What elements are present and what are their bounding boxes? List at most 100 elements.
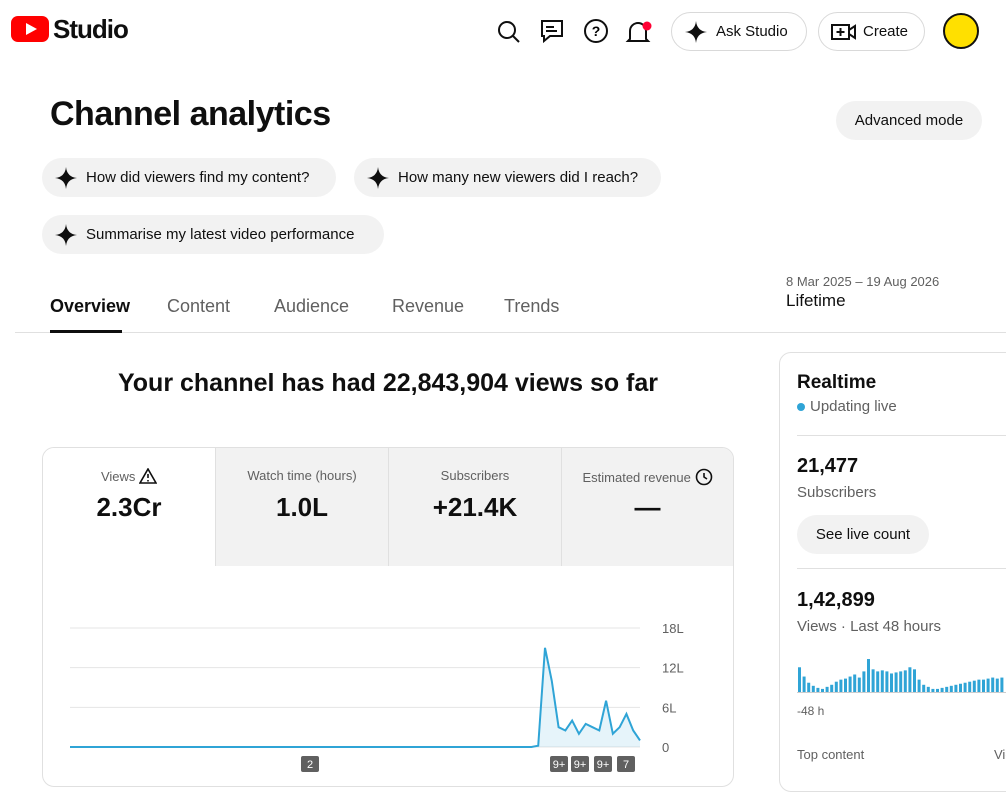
- bar: [968, 681, 972, 692]
- annotation-badge[interactable]: 9+: [571, 756, 589, 772]
- prompt-chip[interactable]: How did viewers find my content?: [42, 158, 336, 197]
- page-title: Channel analytics: [50, 95, 331, 133]
- bar: [949, 685, 953, 692]
- bar: [963, 682, 967, 692]
- badge-bg: [550, 756, 568, 772]
- y-tick-label: 0: [662, 740, 669, 755]
- spark-icon: [55, 166, 77, 189]
- ask-studio-label: Ask Studio: [716, 23, 788, 40]
- views-count: 1,42,899: [797, 589, 875, 611]
- annotation-badge[interactable]: 2: [301, 756, 319, 772]
- bar: [926, 686, 930, 692]
- feedback-icon[interactable]: [541, 20, 563, 44]
- bar: [830, 684, 834, 692]
- logo-icon[interactable]: [10, 14, 50, 44]
- create-button[interactable]: Create: [818, 12, 925, 51]
- metric-label-text: Subscribers: [440, 468, 510, 483]
- realtime-status-text: Updating live: [810, 398, 897, 415]
- notifications-icon[interactable]: [625, 22, 651, 42]
- bar: [903, 670, 907, 692]
- views-label: Views · Last 48 hours: [797, 618, 941, 635]
- bar: [959, 683, 962, 692]
- search-icon[interactable]: [498, 21, 516, 39]
- tabs-divider: [15, 332, 1006, 333]
- bar: [913, 669, 916, 692]
- tab[interactable]: Trends: [504, 296, 560, 316]
- bar: [811, 685, 815, 692]
- bar: [885, 671, 889, 692]
- metric-tab[interactable]: Views 2.3Cr: [43, 448, 215, 566]
- bar: [880, 670, 884, 692]
- bar: [844, 678, 847, 692]
- date-range-label[interactable]: Lifetime: [786, 291, 846, 310]
- bar: [890, 673, 893, 692]
- bar: [954, 684, 958, 692]
- annotation-badge[interactable]: 9+: [550, 756, 568, 772]
- svg-text:?: ?: [592, 23, 601, 39]
- metric-value: 1.0L: [275, 492, 329, 522]
- bar: [991, 677, 995, 692]
- see-live-count-button[interactable]: See live count: [797, 515, 929, 554]
- avatar[interactable]: [943, 13, 979, 49]
- advanced-mode-button[interactable]: Advanced mode: [836, 101, 982, 140]
- page: {"header": {"brand": "Studio", "ask": "A…: [10, 12, 1006, 792]
- bar: [839, 679, 843, 692]
- brand[interactable]: Studio: [53, 14, 129, 44]
- bar: [871, 669, 875, 692]
- top-content-label: Top content: [797, 747, 865, 762]
- badge-text: 9+: [597, 759, 610, 771]
- warning-icon: [138, 467, 158, 484]
- metric-tab[interactable]: Estimated revenue —: [561, 448, 733, 566]
- badge-bg: [617, 756, 635, 772]
- tab[interactable]: Content: [167, 296, 231, 316]
- tab[interactable]: Audience: [274, 296, 350, 316]
- metric-label: Watch time (hours): [216, 468, 388, 483]
- spark-icon: [685, 20, 707, 43]
- metric-label-text: Watch time (hours): [247, 468, 357, 483]
- annotation-badge[interactable]: 7: [617, 756, 635, 772]
- divider: [797, 435, 1006, 436]
- bar: [867, 659, 870, 692]
- date-range[interactable]: 8 Mar 2025 – 19 Aug 2026: [786, 274, 940, 289]
- bar: [802, 676, 806, 692]
- tab-indicator: [50, 330, 122, 333]
- realtime-title: Realtime: [797, 372, 877, 393]
- spark-icon: [55, 223, 77, 246]
- prompt-chip[interactable]: How many new viewers did I reach?: [354, 158, 661, 197]
- bar: [821, 688, 824, 692]
- bar: [940, 687, 944, 692]
- bar: [825, 686, 829, 692]
- tab[interactable]: Revenue: [392, 296, 465, 316]
- create-icon: [831, 23, 856, 40]
- bar: [945, 686, 949, 692]
- realtime-card: [779, 352, 1006, 792]
- x-axis-start: -48 h: [797, 704, 824, 718]
- badge-text: 9+: [553, 759, 566, 771]
- prompt-text: Summarise my latest video performance: [86, 226, 355, 243]
- annotation-badge[interactable]: 9+: [594, 756, 612, 772]
- badge-text: 2: [307, 759, 313, 771]
- metric-label-text: Views: [100, 469, 136, 484]
- realtime-chart: -48 h: [797, 659, 1006, 718]
- ask-studio-button[interactable]: Ask Studio: [671, 12, 807, 51]
- summary-heading: Your channel has had 22,843,904 views so…: [117, 369, 659, 397]
- badge-bg: [301, 756, 319, 772]
- badge-text: 9+: [574, 759, 587, 771]
- metric-label-text: Estimated revenue: [582, 470, 691, 485]
- spark-icon: [367, 166, 389, 189]
- bar: [848, 676, 852, 692]
- metric-tab[interactable]: Subscribers +21.4K: [388, 448, 561, 566]
- prompt-chip[interactable]: Summarise my latest video performance: [42, 215, 384, 254]
- metric-tab[interactable]: Watch time (hours) 1.0L: [215, 448, 388, 566]
- help-icon[interactable]: [584, 19, 608, 43]
- prompt-text: How many new viewers did I reach?: [398, 169, 639, 186]
- toolbar-icons: ?: [498, 19, 652, 44]
- tab[interactable]: Overview: [50, 296, 131, 316]
- bar: [894, 672, 898, 692]
- bar: [936, 688, 939, 692]
- y-tick-label: 18L: [662, 621, 684, 636]
- metric-label: Estimated revenue: [562, 468, 733, 486]
- subscriber-count: 21,477: [797, 455, 859, 477]
- bar: [972, 680, 976, 692]
- y-tick-label: 6L: [662, 700, 676, 715]
